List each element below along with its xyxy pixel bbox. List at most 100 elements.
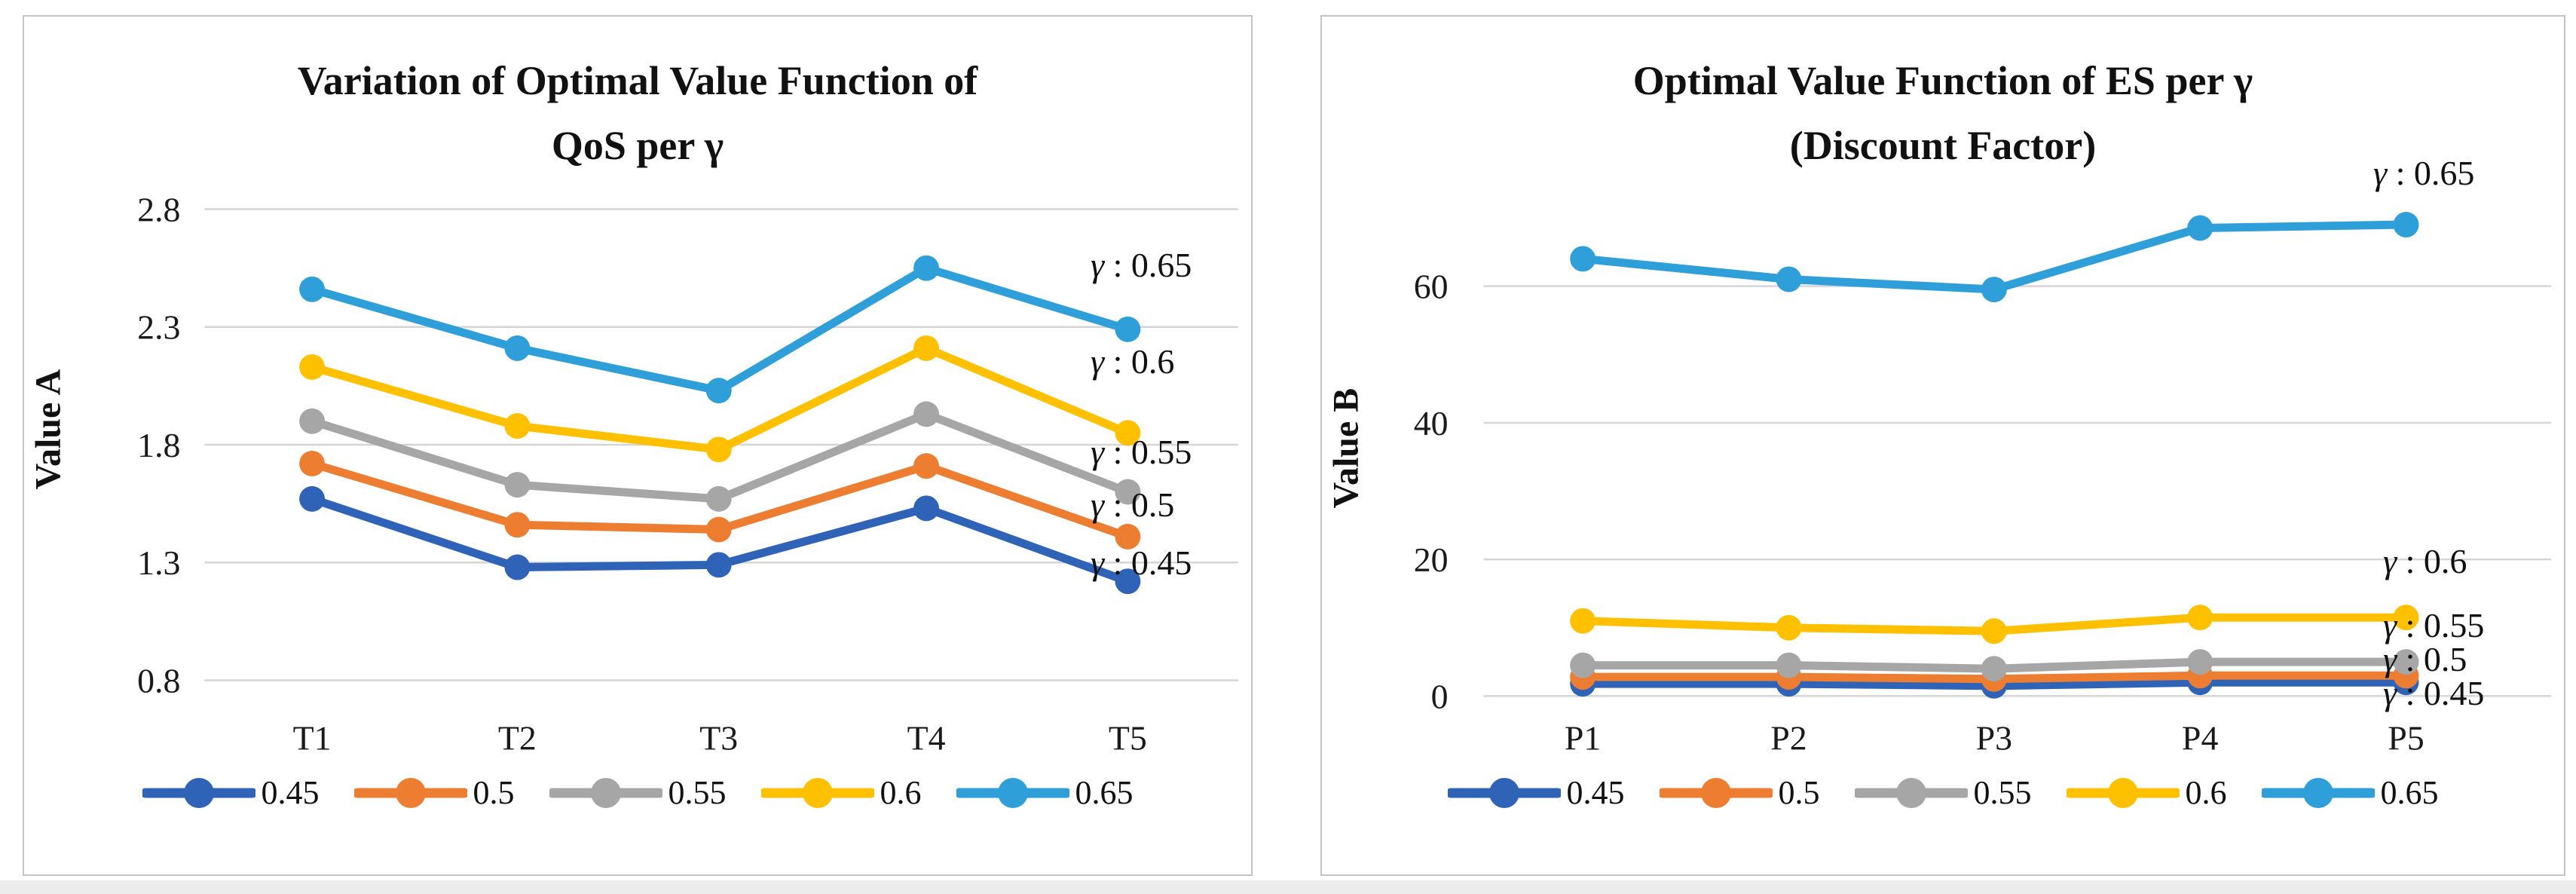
gamma-symbol: γ bbox=[1091, 342, 1105, 381]
data-point-T5-0.65 bbox=[1115, 316, 1141, 342]
legend-item-0.5: 0.5 bbox=[353, 773, 515, 812]
data-point-T5-0.55 bbox=[1115, 479, 1141, 505]
qos-chart-title-line2: QoS per γ bbox=[551, 123, 724, 168]
legend-marker-dot bbox=[997, 777, 1028, 808]
y-tick-label: 0.8 bbox=[137, 661, 180, 700]
legend-label: 0.65 bbox=[1075, 774, 1134, 811]
x-tick-label: T4 bbox=[907, 718, 946, 757]
series-annotation-0.45: γ : 0.45 bbox=[1091, 543, 1192, 582]
es-chart-title: Optimal Value Function of ES per γ (Disc… bbox=[1322, 48, 2564, 178]
legend-marker-dot bbox=[802, 777, 833, 808]
series-annotation-0.5: γ : 0.5 bbox=[1091, 485, 1175, 524]
data-point-T1-0.45 bbox=[299, 485, 326, 512]
data-point-T4-0.5 bbox=[913, 453, 940, 479]
es-y-axis-title: Value B bbox=[1326, 387, 1366, 509]
x-tick-label: T1 bbox=[293, 718, 332, 757]
y-tick-label: 20 bbox=[1414, 540, 1449, 579]
legend-item-0.55: 0.55 bbox=[1854, 773, 2032, 812]
qos-y-axis-title: Value A bbox=[28, 369, 69, 490]
y-tick-label: 1.3 bbox=[137, 543, 180, 582]
legend-marker-dot bbox=[1488, 777, 1519, 808]
y-tick-label: 2.8 bbox=[137, 191, 180, 229]
legend-marker-icon bbox=[353, 777, 467, 808]
data-point-T2-0.65 bbox=[504, 335, 531, 361]
gamma-symbol: γ bbox=[2383, 674, 2397, 712]
series-annotation-0.55: γ : 0.55 bbox=[1091, 433, 1192, 471]
data-point-T3-0.55 bbox=[705, 485, 732, 512]
data-point-T5-0.6 bbox=[1115, 420, 1141, 446]
legend-marker-dot bbox=[2107, 777, 2138, 808]
qos-plot-area: 2.8 2.3 1.8 1.3 0.8 T1 T2 T3 T4 T5 bbox=[137, 191, 1239, 757]
x-tick-label: T2 bbox=[498, 718, 537, 757]
legend-label: 0.6 bbox=[880, 774, 922, 811]
data-point-P1-0.65 bbox=[1570, 246, 1596, 272]
series-annotation-0.6: γ : 0.6 bbox=[1091, 342, 1175, 381]
es-chart-panel: Optimal Value Function of ES per γ (Disc… bbox=[1320, 15, 2565, 876]
legend-label: 0.45 bbox=[1566, 774, 1625, 811]
legend-label: 0.55 bbox=[668, 774, 727, 811]
series-annotation-0.55: γ : 0.55 bbox=[2383, 606, 2485, 644]
data-point-P3-0.55 bbox=[1981, 656, 2007, 682]
legend-item-0.6: 0.6 bbox=[2066, 773, 2227, 812]
data-point-P1-0.55 bbox=[1570, 652, 1596, 678]
gamma-symbol: γ bbox=[1091, 246, 1105, 284]
data-point-P4-0.65 bbox=[2187, 215, 2213, 241]
legend-marker-dot bbox=[2302, 777, 2333, 808]
series-line-0.65 bbox=[307, 264, 1132, 395]
data-point-P3-0.6 bbox=[1981, 618, 2007, 644]
y-tick-label: 2.3 bbox=[137, 308, 180, 347]
x-tick-label: T3 bbox=[699, 718, 738, 757]
gamma-symbol: γ bbox=[1091, 485, 1105, 524]
es-chart-title-line2: (Discount Factor) bbox=[1789, 123, 2097, 168]
data-point-P4-0.55 bbox=[2187, 649, 2213, 675]
legend-marker-icon bbox=[760, 777, 874, 808]
legend-marker-icon bbox=[956, 777, 1069, 808]
legend-marker-dot bbox=[395, 777, 426, 808]
data-point-P2-0.55 bbox=[1776, 652, 1802, 678]
legend-marker-icon bbox=[2066, 777, 2180, 808]
data-point-T3-0.6 bbox=[705, 436, 732, 463]
data-point-T4-0.6 bbox=[913, 335, 940, 361]
legend-marker-icon bbox=[549, 777, 662, 808]
es-chart-title-line1: Optimal Value Function of ES per γ bbox=[1632, 58, 2253, 103]
data-point-T5-0.5 bbox=[1115, 523, 1141, 550]
page-bottom-strip bbox=[0, 880, 2576, 894]
legend-marker-dot bbox=[183, 777, 214, 808]
gamma-symbol: γ bbox=[1091, 433, 1105, 471]
data-point-P4-0.6 bbox=[2187, 605, 2213, 631]
legend-label: 0.65 bbox=[2380, 774, 2439, 811]
data-point-P5-0.55 bbox=[2393, 649, 2419, 675]
legend-item-0.65: 0.65 bbox=[2261, 773, 2439, 812]
qos-chart-title-line1: Variation of Optimal Value Function of bbox=[297, 58, 978, 103]
x-tick-label: P2 bbox=[1770, 718, 1807, 757]
qos-chart-title: Variation of Optimal Value Function of Q… bbox=[24, 48, 1251, 178]
data-point-T2-0.5 bbox=[504, 512, 531, 538]
data-point-T2-0.45 bbox=[504, 554, 531, 580]
legend-marker-dot bbox=[1700, 777, 1731, 808]
data-point-T3-0.65 bbox=[705, 378, 732, 404]
legend-marker-icon bbox=[1659, 777, 1773, 808]
x-tick-label: P1 bbox=[1565, 718, 1601, 757]
legend-marker-icon bbox=[1854, 777, 1968, 808]
legend-marker-icon bbox=[1447, 777, 1561, 808]
data-point-T2-0.55 bbox=[504, 472, 531, 498]
series-annotation-0.6: γ : 0.6 bbox=[2383, 542, 2467, 580]
series-annotation-0.45: γ : 0.45 bbox=[2383, 674, 2485, 712]
x-tick-label: P5 bbox=[2388, 718, 2424, 757]
data-point-P5-0.65 bbox=[2393, 212, 2419, 237]
legend-item-0.6: 0.6 bbox=[760, 773, 922, 812]
x-tick-label: P4 bbox=[2182, 718, 2219, 757]
gamma-symbol: γ bbox=[2373, 154, 2388, 192]
data-point-T4-0.45 bbox=[913, 495, 940, 522]
qos-legend: 0.45 0.5 0.55 0.6 0.65 bbox=[24, 773, 1251, 812]
data-point-T5-0.45 bbox=[1115, 568, 1141, 595]
data-point-P1-0.6 bbox=[1570, 608, 1596, 634]
data-point-T4-0.65 bbox=[913, 255, 940, 281]
y-tick-label: 1.8 bbox=[137, 426, 180, 464]
legend-item-0.45: 0.45 bbox=[1447, 773, 1625, 812]
data-point-T3-0.5 bbox=[705, 516, 732, 543]
legend-label: 0.5 bbox=[473, 774, 515, 811]
y-tick-label: 60 bbox=[1414, 268, 1449, 306]
legend-marker-dot bbox=[590, 777, 621, 808]
data-point-P3-0.65 bbox=[1981, 277, 2007, 303]
